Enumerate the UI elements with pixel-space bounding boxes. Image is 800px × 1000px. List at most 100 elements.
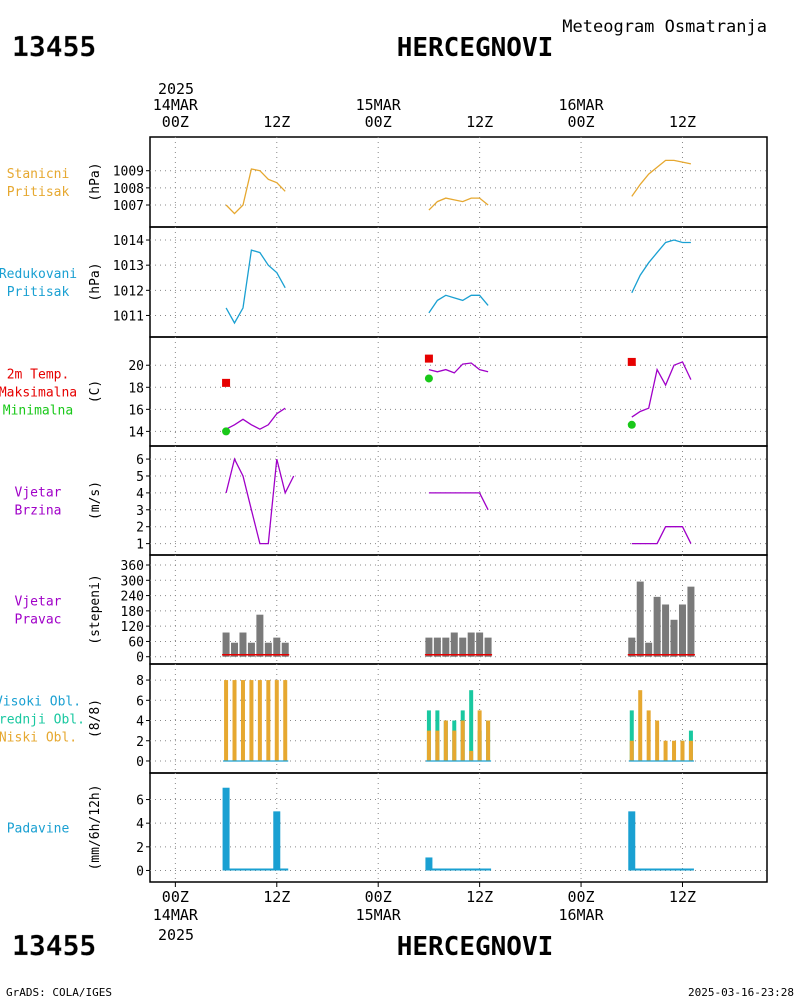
cloud-low-bar bbox=[452, 730, 457, 761]
bottom-hour-label: 12Z bbox=[263, 888, 290, 906]
y-tick-label: 20 bbox=[128, 359, 144, 374]
y-axis-label: (hPa) bbox=[88, 162, 103, 201]
panel-label-line: 2m Temp. bbox=[7, 368, 70, 383]
y-axis-label: (stepeni) bbox=[88, 574, 103, 644]
year-bottom: 2025 bbox=[158, 926, 194, 944]
panels: 100710081009(hPa)StanicniPritisak1011101… bbox=[0, 136, 768, 883]
y-tick-label: 18 bbox=[128, 381, 144, 396]
cloud-low-bar bbox=[257, 680, 262, 761]
cloud-low-bar bbox=[426, 730, 431, 761]
wind-dir-bar bbox=[467, 632, 475, 657]
top-hour-label: 12Z bbox=[466, 113, 493, 131]
y-axis-label: (C) bbox=[88, 380, 103, 403]
cloud-low-bar bbox=[249, 680, 254, 761]
top-date-label: 14MAR bbox=[153, 96, 199, 114]
y-tick-label: 1012 bbox=[113, 284, 144, 299]
y-tick-label: 2 bbox=[136, 841, 144, 856]
top-hour-label: 12Z bbox=[669, 113, 696, 131]
tmin-marker bbox=[222, 427, 231, 436]
wind-dir-bar bbox=[264, 642, 272, 657]
y-tick-label: 16 bbox=[128, 403, 144, 418]
panel-label-line: Pritisak bbox=[7, 185, 70, 200]
panel-label-line: Minimalna bbox=[3, 404, 73, 419]
series-line bbox=[225, 249, 286, 325]
series-line bbox=[631, 526, 692, 545]
y-tick-label: 3 bbox=[136, 504, 144, 519]
panel-label-line: Niski Obl. bbox=[0, 731, 77, 746]
panel-label-line: Vjetar bbox=[15, 595, 62, 610]
y-tick-label: 180 bbox=[121, 605, 144, 620]
y-tick-label: 0 bbox=[136, 651, 144, 666]
y-tick-label: 120 bbox=[121, 620, 144, 635]
panel-label-line: Srednji Obl. bbox=[0, 713, 85, 728]
y-axis-label: (hPa) bbox=[88, 262, 103, 301]
series-line bbox=[631, 159, 692, 197]
wind-dir-bar bbox=[645, 642, 653, 657]
cloud-low-bar bbox=[266, 680, 271, 761]
panel-label-line: Visoki Obl. bbox=[0, 695, 81, 710]
bottom-hour-label: 00Z bbox=[568, 888, 595, 906]
wind-dir-bar bbox=[450, 632, 458, 657]
panel-reduced_pressure: 1011 1012 1013 1014 (hPa) Redukovani Pritisak bbox=[0, 226, 768, 338]
y-tick-label: 1007 bbox=[113, 199, 144, 214]
station-name-top: HERCEGNOVI bbox=[397, 33, 554, 63]
wind-dir-bar bbox=[459, 637, 467, 657]
series-line bbox=[225, 457, 295, 545]
bottom-hour-label: 12Z bbox=[669, 888, 696, 906]
y-tick-label: 6 bbox=[136, 794, 144, 809]
wind-dir-bar bbox=[628, 637, 636, 657]
wind-dir-bar bbox=[476, 632, 484, 657]
wind-dir-bar bbox=[239, 632, 247, 657]
tmax-marker bbox=[222, 378, 231, 387]
y-tick-label: 2 bbox=[136, 521, 144, 536]
panel-precipitation: 0 2 4 6 (mm/6h/12h) Padavine bbox=[7, 772, 768, 883]
wind-dir-bar bbox=[687, 586, 695, 657]
y-tick-label: 6 bbox=[136, 453, 144, 468]
panel-label-line: Padavine bbox=[7, 822, 70, 837]
panel-label-line: Maksimalna bbox=[0, 386, 77, 401]
series-line bbox=[428, 492, 489, 511]
cloud-mid-bar bbox=[469, 690, 474, 761]
cloud-low-bar bbox=[460, 720, 465, 761]
y-tick-label: 4 bbox=[136, 715, 144, 730]
wind-dir-bar bbox=[273, 637, 281, 657]
y-tick-label: 1014 bbox=[113, 234, 144, 249]
wind-dir-bar bbox=[442, 637, 450, 657]
wind-dir-bar bbox=[678, 604, 686, 657]
bottom-date-label: 14MAR bbox=[153, 906, 199, 924]
product-title: Meteogram Osmatranja bbox=[562, 17, 767, 37]
cloud-low-bar bbox=[232, 680, 237, 761]
precip-bar bbox=[425, 857, 433, 871]
y-tick-label: 0 bbox=[136, 755, 144, 770]
wind-dir-bar bbox=[433, 637, 441, 657]
bottom-hour-label: 12Z bbox=[466, 888, 493, 906]
y-tick-label: 300 bbox=[121, 574, 144, 589]
bottom-hour-label: 00Z bbox=[365, 888, 392, 906]
wind-dir-bar bbox=[231, 642, 239, 657]
series-line bbox=[631, 239, 691, 294]
wind-dir-bar bbox=[281, 642, 289, 657]
top-date-label: 15MAR bbox=[356, 96, 402, 114]
y-tick-label: 4 bbox=[136, 487, 144, 502]
series-line bbox=[428, 294, 489, 314]
credit: GrADS: COLA/IGES bbox=[6, 986, 112, 999]
cloud-low-bar bbox=[663, 740, 668, 761]
panel-label-line: Brzina bbox=[15, 504, 62, 519]
top-hour-label: 12Z bbox=[263, 113, 290, 131]
panel-clouds: 0 2 4 6 8 (8/8) Visoki Obl. Srednji Obl. Niski O… bbox=[0, 663, 768, 774]
wind-dir-bar bbox=[484, 637, 492, 657]
panel-label-line: Pritisak bbox=[7, 285, 70, 300]
y-tick-label: 8 bbox=[136, 674, 144, 689]
cloud-low-bar bbox=[655, 720, 660, 761]
y-tick-label: 1009 bbox=[113, 165, 144, 180]
cloud-low-bar bbox=[486, 720, 491, 761]
top-date-label: 16MAR bbox=[558, 96, 604, 114]
wind-dir-bar bbox=[662, 604, 670, 657]
y-tick-label: 0 bbox=[136, 864, 144, 879]
y-axis-label: (m/s) bbox=[88, 481, 103, 520]
series-line bbox=[225, 168, 286, 215]
wind-dir-bar bbox=[670, 619, 678, 657]
wind-dir-bar bbox=[653, 596, 661, 657]
cloud-low-bar bbox=[283, 680, 288, 761]
